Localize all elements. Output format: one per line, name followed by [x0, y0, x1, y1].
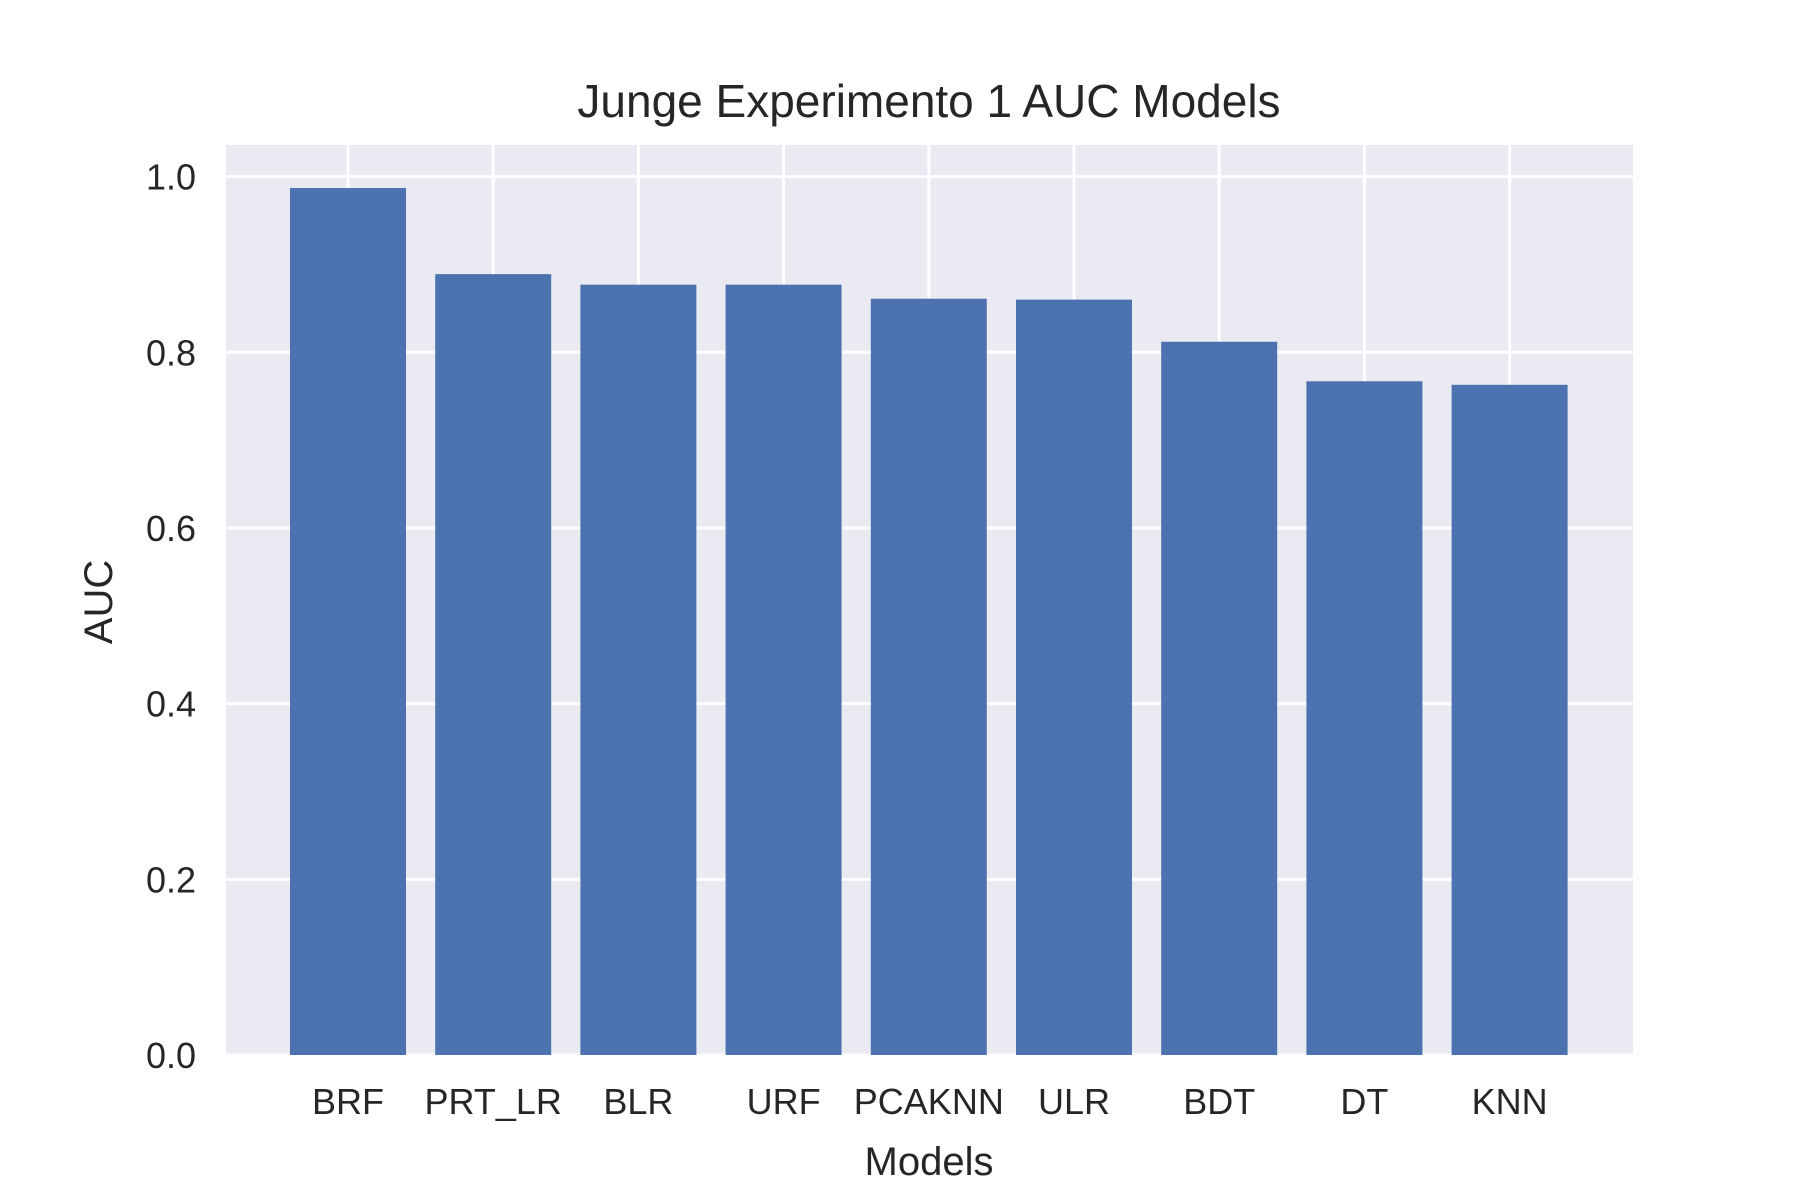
bar-pcaknn [870, 298, 987, 1056]
x-tick-label: DT [1340, 1081, 1388, 1122]
bar-prt-lr [435, 274, 552, 1056]
x-tick-label: BDT [1183, 1081, 1255, 1122]
bars [290, 188, 1568, 1056]
bar-ulr [1016, 299, 1132, 1055]
y-tick-labels: 0.0 0.2 0.4 0.6 0.8 1.0 [146, 157, 196, 1076]
x-tick-label: ULR [1038, 1081, 1110, 1122]
chart-title: Junge Experimento 1 AUC Models [577, 75, 1280, 127]
bar-blr [580, 284, 697, 1055]
y-tick-label: 0.8 [146, 332, 196, 373]
y-tick-label: 0.0 [146, 1035, 196, 1076]
y-tick-label: 0.2 [146, 859, 196, 900]
x-tick-label: PRT_LR [425, 1081, 562, 1122]
x-tick-label: PCAKNN [854, 1081, 1004, 1122]
y-tick-label: 0.4 [146, 684, 196, 725]
bar-urf [725, 284, 842, 1055]
y-axis-label: AUC [77, 560, 121, 644]
x-tick-label: URF [747, 1081, 821, 1122]
y-tick-label: 0.6 [146, 508, 196, 549]
bar-brf [290, 188, 406, 1056]
bar-bdt [1161, 341, 1278, 1056]
bar-dt [1306, 381, 1423, 1055]
x-axis-label: Models [865, 1140, 994, 1184]
bar-knn [1451, 384, 1568, 1055]
x-tick-labels: BRF PRT_LR BLR URF PCAKNN ULR BDT DT KNN [312, 1081, 1548, 1122]
y-tick-label: 1.0 [146, 157, 196, 198]
x-tick-label: BLR [603, 1081, 673, 1122]
x-tick-label: KNN [1472, 1081, 1548, 1122]
x-tick-label: BRF [312, 1081, 384, 1122]
